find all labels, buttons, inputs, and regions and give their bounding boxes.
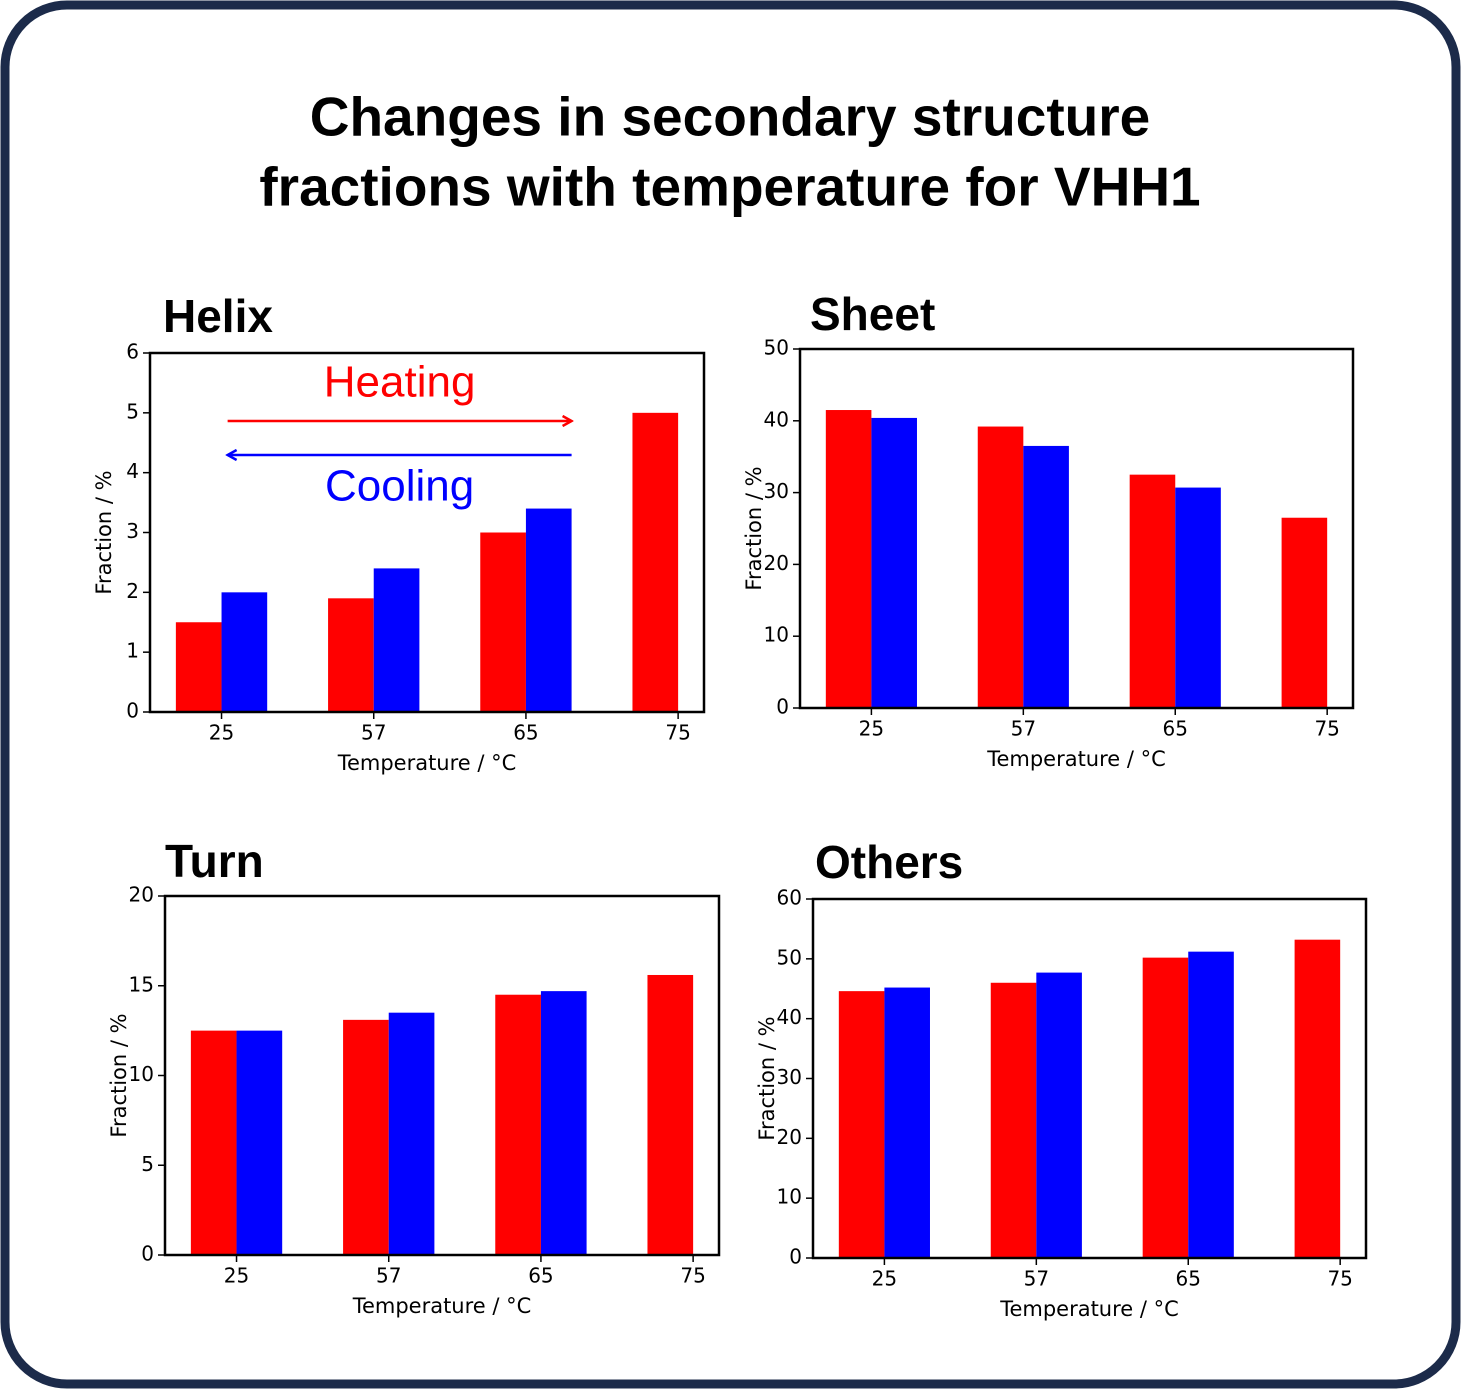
bar (328, 598, 374, 712)
x-tick-label: 25 (209, 721, 234, 745)
bar (190, 1030, 237, 1255)
y-axis-label: Fraction / % (742, 466, 766, 590)
bar (632, 412, 679, 712)
y-axis-label: Fraction / % (107, 1013, 131, 1137)
y-tick-label: 50 (777, 945, 802, 969)
y-tick-label: 0 (126, 699, 139, 723)
y-tick-label: 40 (777, 1005, 802, 1029)
x-tick-label: 75 (665, 721, 690, 745)
x-tick-label: 75 (680, 1264, 705, 1288)
x-tick-label: 57 (1024, 1267, 1049, 1291)
bar (388, 1012, 435, 1255)
bar (373, 568, 420, 712)
bar (1294, 939, 1341, 1258)
y-tick-label: 10 (129, 1062, 154, 1086)
x-tick-label: 65 (528, 1264, 553, 1288)
x-tick-label: 25 (224, 1264, 249, 1288)
y-tick-label: 6 (126, 340, 139, 364)
bar (990, 982, 1037, 1258)
x-axis-label: Temperature / °C (352, 1294, 532, 1318)
bar (647, 974, 694, 1255)
x-tick-label: 57 (376, 1264, 401, 1288)
y-axis-label: Fraction / % (92, 470, 116, 594)
y-tick-label: 20 (777, 1125, 802, 1149)
axes-frame (163, 894, 721, 1257)
chart-title: Others (815, 836, 963, 888)
y-tick-label: 5 (126, 399, 139, 423)
figure-title: Changes in secondary structure (310, 86, 1151, 148)
bar (221, 592, 268, 712)
bar (1129, 474, 1176, 708)
bar (1188, 951, 1234, 1258)
y-axis-label: Fraction / % (755, 1016, 779, 1140)
y-tick-label: 40 (764, 407, 789, 431)
bar (838, 991, 885, 1258)
y-tick-label: 15 (129, 972, 154, 996)
x-tick-label: 65 (1163, 717, 1188, 741)
bar (884, 987, 930, 1258)
y-tick-label: 5 (141, 1152, 154, 1176)
bar (1036, 972, 1082, 1258)
figure-title: fractions with temperature for VHH1 (259, 156, 1200, 218)
bar (175, 622, 222, 712)
y-tick-label: 0 (776, 695, 789, 719)
bar (825, 410, 872, 708)
y-tick-label: 20 (764, 551, 789, 575)
bar (525, 508, 572, 712)
bar (1175, 487, 1221, 708)
x-tick-label: 57 (361, 721, 386, 745)
y-tick-label: 1 (126, 639, 139, 663)
axes-frame (148, 351, 706, 714)
bar (871, 417, 917, 708)
y-tick-label: 20 (129, 883, 154, 907)
x-axis-label: Temperature / °C (986, 747, 1166, 771)
x-axis-label: Temperature / °C (337, 751, 517, 775)
bar (495, 994, 541, 1255)
bar (1142, 957, 1189, 1258)
axes-frame (811, 897, 1368, 1260)
bar (1281, 517, 1328, 708)
y-tick-label: 0 (789, 1245, 802, 1269)
legend-label: Cooling (325, 462, 474, 511)
y-tick-label: 4 (126, 459, 139, 483)
y-tick-label: 10 (777, 1185, 802, 1209)
chart-title: Helix (163, 290, 273, 342)
y-tick-label: 60 (777, 886, 802, 910)
bar (977, 426, 1024, 708)
y-tick-label: 2 (126, 579, 139, 603)
y-tick-label: 3 (126, 519, 139, 543)
chart-title: Sheet (810, 288, 935, 340)
bar (343, 1019, 389, 1255)
bar (1023, 445, 1069, 708)
x-tick-label: 25 (872, 1267, 897, 1291)
bar (540, 991, 587, 1255)
bar (480, 532, 526, 712)
x-tick-label: 75 (1327, 1267, 1352, 1291)
x-tick-label: 25 (859, 717, 884, 741)
legend-label: Heating (324, 358, 476, 407)
y-tick-label: 0 (141, 1242, 154, 1266)
y-tick-label: 30 (764, 479, 789, 503)
x-tick-label: 57 (1011, 717, 1036, 741)
y-tick-label: 30 (777, 1065, 802, 1089)
x-tick-label: 75 (1314, 717, 1339, 741)
y-tick-label: 10 (764, 623, 789, 647)
y-tick-label: 50 (764, 336, 789, 360)
x-axis-label: Temperature / °C (999, 1297, 1179, 1321)
x-tick-label: 65 (513, 721, 538, 745)
chart-title: Turn (165, 835, 264, 887)
axes-frame (798, 347, 1355, 710)
x-tick-label: 65 (1176, 1267, 1201, 1291)
bar (236, 1030, 283, 1255)
